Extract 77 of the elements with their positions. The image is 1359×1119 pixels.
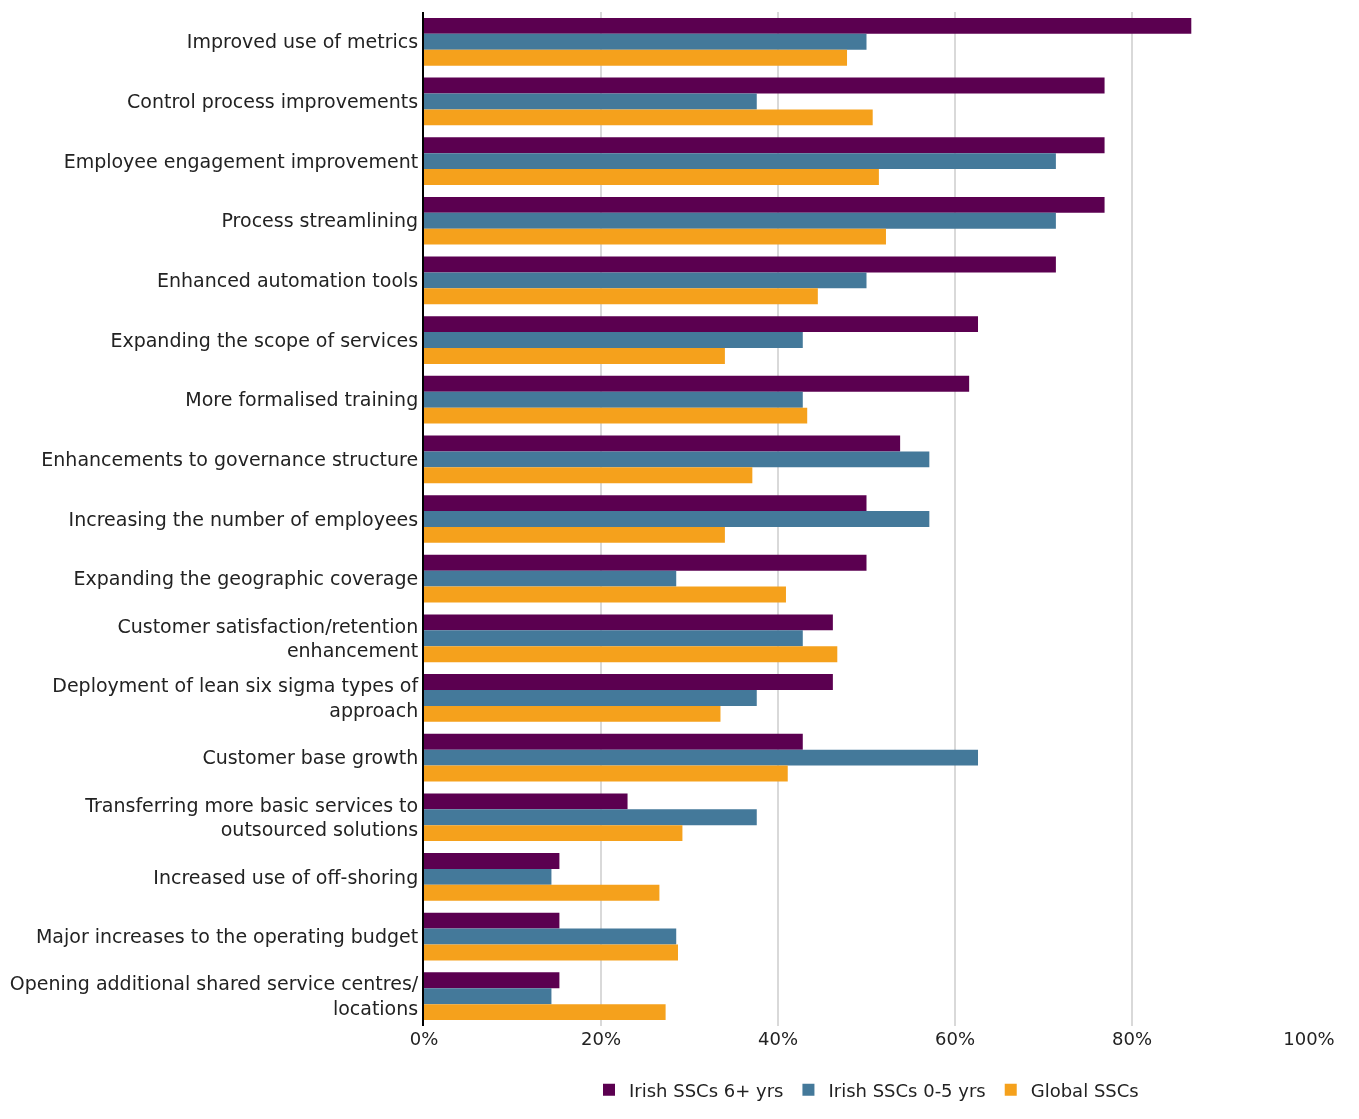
bar xyxy=(424,451,930,468)
bar xyxy=(424,435,901,452)
bar xyxy=(424,49,848,66)
bar xyxy=(424,554,867,571)
bar xyxy=(424,586,786,603)
bar xyxy=(424,1004,666,1021)
bar xyxy=(424,674,833,690)
x-tick-label: 100% xyxy=(1283,1028,1335,1049)
x-tick-label: 0% xyxy=(409,1028,439,1049)
y-tick-label: Employee engagement improvement xyxy=(63,149,419,172)
bar xyxy=(424,868,552,885)
x-tick-label: 20% xyxy=(580,1028,622,1049)
y-tick-label: Enhancements to governance structure xyxy=(41,448,419,470)
bar xyxy=(424,288,818,305)
bar xyxy=(424,391,803,408)
bar xyxy=(424,169,879,185)
bar xyxy=(424,272,867,289)
bar xyxy=(424,511,930,527)
bar xyxy=(424,988,552,1005)
bar xyxy=(424,705,721,722)
bar xyxy=(424,256,1056,273)
y-tick-label: Opening additional shared service centres/ locations xyxy=(9,972,419,1020)
y-tick-label: Customer base growth xyxy=(202,746,419,769)
y-tick-label: Expanding the scope of services xyxy=(110,328,419,351)
bar xyxy=(424,765,788,782)
bar xyxy=(424,884,660,901)
bar xyxy=(424,212,1056,229)
bar xyxy=(424,928,677,945)
bar xyxy=(424,228,886,245)
bar xyxy=(424,93,757,110)
x-tick-label: 40% xyxy=(757,1028,799,1049)
bar xyxy=(424,348,725,364)
bar xyxy=(424,316,979,333)
bar xyxy=(424,570,677,587)
x-tick-label: 80% xyxy=(1111,1028,1153,1049)
bar xyxy=(424,853,560,869)
bar xyxy=(424,153,1056,170)
bar xyxy=(424,912,560,929)
bar xyxy=(424,614,833,631)
bar xyxy=(424,733,803,750)
y-tick-label: More formalised training xyxy=(185,388,419,411)
bar xyxy=(424,467,753,484)
bar xyxy=(424,825,683,842)
bar xyxy=(424,972,560,989)
y-tick-label: Major increases to the operating budget xyxy=(35,925,419,948)
bar xyxy=(424,630,803,647)
y-tick-label: Control process improvements xyxy=(127,90,419,113)
bar xyxy=(424,332,803,349)
y-tick-label: Increased use of off-shoring xyxy=(153,865,419,888)
bar xyxy=(424,944,678,961)
bar xyxy=(424,375,970,392)
x-tick-label: 60% xyxy=(934,1028,976,1049)
bar xyxy=(424,196,1105,213)
y-tick-label: Customer satisfaction/retention enhancement xyxy=(117,614,419,662)
bar xyxy=(424,646,838,663)
bar xyxy=(424,526,725,543)
bar xyxy=(424,137,1105,154)
y-tick-label: Process streamlining xyxy=(221,209,419,232)
bar xyxy=(424,749,979,766)
y-tick-label: Deployment of lean six sigma types of approach xyxy=(52,674,420,721)
legend-label: Irish SSCs 0-5 yrs xyxy=(828,1079,986,1101)
y-tick-label: Increasing the number of employees xyxy=(68,507,419,530)
y-tick-label: Expanding the geographic coverage xyxy=(73,567,419,590)
bar xyxy=(424,793,628,810)
bar xyxy=(424,33,867,50)
bar xyxy=(424,407,808,424)
bar xyxy=(424,809,757,826)
bar xyxy=(424,77,1105,94)
bar xyxy=(424,495,867,512)
y-tick-label: Transferring more basic services to outsourced solutions xyxy=(84,793,419,841)
y-tick-label: Enhanced automation tools xyxy=(156,269,419,292)
bar xyxy=(424,689,757,706)
legend-label: Global SSCs xyxy=(1030,1079,1139,1101)
y-tick-label: Improved use of metrics xyxy=(186,30,419,53)
legend-label: Irish SSCs 6+ yrs xyxy=(629,1079,784,1101)
bar xyxy=(424,109,873,126)
bar xyxy=(424,17,1192,34)
